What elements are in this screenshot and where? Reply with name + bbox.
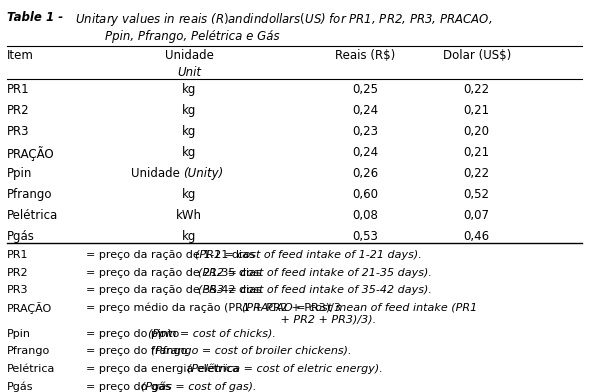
Text: 0,22: 0,22 <box>464 167 490 180</box>
Text: 0,52: 0,52 <box>464 188 490 201</box>
Text: Unidade: Unidade <box>131 167 183 180</box>
Text: Pelétrica: Pelétrica <box>7 209 59 222</box>
Text: 0,26: 0,26 <box>352 167 378 180</box>
Text: 0,25: 0,25 <box>352 83 378 96</box>
Text: Pgás: Pgás <box>7 381 34 392</box>
Text: (Pfrango = cost of broiler chickens).: (Pfrango = cost of broiler chickens). <box>151 347 352 356</box>
Text: Pgás: Pgás <box>7 230 35 243</box>
Text: = preço da energia elétrica: = preço da energia elétrica <box>86 364 243 374</box>
Text: 0,53: 0,53 <box>352 230 378 243</box>
Text: Pfrango: Pfrango <box>7 188 53 201</box>
Text: = preço da ração de 21-35 dias: = preço da ração de 21-35 dias <box>86 268 266 278</box>
Text: (PR1 = cost of feed intake of 1-21 days).: (PR1 = cost of feed intake of 1-21 days)… <box>195 250 421 260</box>
Text: PR2: PR2 <box>7 268 29 278</box>
Text: PR1: PR1 <box>7 250 29 260</box>
Text: Dolar (US$): Dolar (US$) <box>443 49 511 62</box>
Text: 0,22: 0,22 <box>464 83 490 96</box>
Text: PRAÇÃO: PRAÇÃO <box>7 303 53 314</box>
Text: Table 1 -: Table 1 - <box>7 11 64 24</box>
Text: 0,46: 0,46 <box>464 230 490 243</box>
Text: 0,24: 0,24 <box>352 146 378 159</box>
Text: PR3: PR3 <box>7 125 30 138</box>
Text: Pelétrica: Pelétrica <box>7 364 56 374</box>
Text: kg: kg <box>182 104 196 117</box>
Text: PR1: PR1 <box>7 83 30 96</box>
Text: 0,21: 0,21 <box>464 104 490 117</box>
Text: 0,20: 0,20 <box>464 125 490 138</box>
Text: Unidade: Unidade <box>165 49 214 62</box>
Text: = preço da ração de 35-42 dias: = preço da ração de 35-42 dias <box>86 285 266 295</box>
Text: kg: kg <box>182 125 196 138</box>
Text: (PRACAO = cost mean of feed intake (PR1
           + PR2 + PR3)/3).: (PRACAO = cost mean of feed intake (PR1 … <box>242 303 477 324</box>
Text: PRAÇÃO: PRAÇÃO <box>7 146 55 161</box>
Text: = preço do gás: = preço do gás <box>86 381 175 392</box>
Text: (Ppin = cost of chicks).: (Ppin = cost of chicks). <box>148 329 275 339</box>
Text: (Unity): (Unity) <box>183 167 224 180</box>
Text: kg: kg <box>182 146 196 159</box>
Text: Ppin: Ppin <box>7 329 31 339</box>
Text: (PR2 = cost of feed intake of 21-35 days).: (PR2 = cost of feed intake of 21-35 days… <box>199 268 432 278</box>
Text: 0,60: 0,60 <box>352 188 378 201</box>
Text: = preço médio da ração (PR1 + PR2 + PR3)/3: = preço médio da ração (PR1 + PR2 + PR3)… <box>86 303 345 313</box>
Text: Pfrango: Pfrango <box>7 347 50 356</box>
Text: PR3: PR3 <box>7 285 29 295</box>
Text: Reais (R$): Reais (R$) <box>335 49 395 62</box>
Text: 0,08: 0,08 <box>352 209 378 222</box>
Text: 0,24: 0,24 <box>352 104 378 117</box>
Text: kg: kg <box>182 188 196 201</box>
Text: PR2: PR2 <box>7 104 30 117</box>
Text: = preço do frango: = preço do frango <box>86 347 191 356</box>
Text: kWh: kWh <box>176 209 202 222</box>
Text: 0,21: 0,21 <box>464 146 490 159</box>
Text: = preço do pinto: = preço do pinto <box>86 329 183 339</box>
Text: 0,23: 0,23 <box>352 125 378 138</box>
Text: Ppin: Ppin <box>7 167 32 180</box>
Text: Unit: Unit <box>177 66 201 79</box>
Text: (Pelétrica = cost of eletric energy).: (Pelétrica = cost of eletric energy). <box>187 364 383 374</box>
Text: kg: kg <box>182 83 196 96</box>
Text: 0,07: 0,07 <box>464 209 490 222</box>
Text: kg: kg <box>182 230 196 243</box>
Text: (PR3 = cost of feed intake of 35-42 days).: (PR3 = cost of feed intake of 35-42 days… <box>199 285 432 295</box>
Text: (Pgás = cost of gas).: (Pgás = cost of gas). <box>140 381 256 392</box>
Text: = preço da ração de 1-21 dias: = preço da ração de 1-21 dias <box>86 250 259 260</box>
Text: Item: Item <box>7 49 34 62</box>
Text: Unitary values in reais (R$) and in dollars (US$) for PR1, PR2, PR3, PRACAO,
   : Unitary values in reais (R$) and in doll… <box>75 11 492 43</box>
